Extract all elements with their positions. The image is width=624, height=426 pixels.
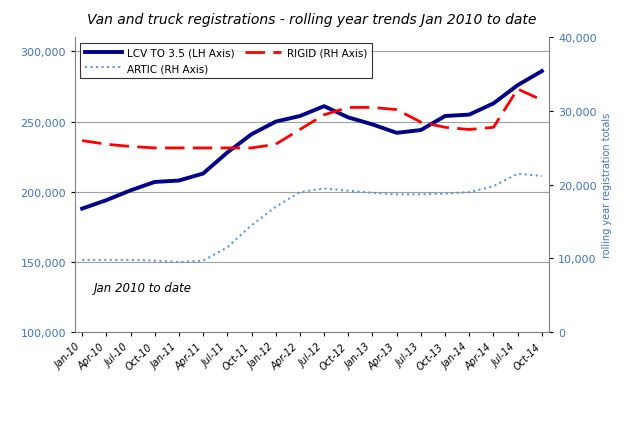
Line: LCV TO 3.5 (LH Axis): LCV TO 3.5 (LH Axis) [82,72,542,209]
LCV TO 3.5 (LH Axis) [490,101,497,106]
ARTIC (RH Axis) [441,192,449,197]
RIGID (RH Axis) [248,146,255,151]
RIGID (RH Axis) [417,120,424,125]
LCV TO 3.5 (LH Axis) [441,114,449,119]
ARTIC (RH Axis) [344,189,352,194]
LCV TO 3.5 (LH Axis) [538,69,545,75]
LCV TO 3.5 (LH Axis) [320,104,328,109]
RIGID (RH Axis) [272,142,280,147]
Legend: LCV TO 3.5 (LH Axis), ARTIC (RH Axis), RIGID (RH Axis): LCV TO 3.5 (LH Axis), ARTIC (RH Axis), R… [80,43,373,79]
LCV TO 3.5 (LH Axis) [393,131,401,136]
ARTIC (RH Axis) [296,190,304,195]
ARTIC (RH Axis) [514,172,522,177]
Y-axis label: rolling year registration totals: rolling year registration totals [602,113,612,258]
RIGID (RH Axis) [127,144,134,150]
LCV TO 3.5 (LH Axis) [200,172,207,177]
LCV TO 3.5 (LH Axis) [223,150,231,155]
RIGID (RH Axis) [369,106,376,111]
Text: Jan 2010 to date: Jan 2010 to date [94,281,192,294]
ARTIC (RH Axis) [272,205,280,210]
ARTIC (RH Axis) [175,260,183,265]
LCV TO 3.5 (LH Axis) [175,178,183,184]
RIGID (RH Axis) [175,146,183,151]
ARTIC (RH Axis) [223,245,231,250]
ARTIC (RH Axis) [200,259,207,264]
ARTIC (RH Axis) [79,258,86,263]
LCV TO 3.5 (LH Axis) [272,120,280,125]
RIGID (RH Axis) [102,142,110,147]
LCV TO 3.5 (LH Axis) [248,132,255,138]
LCV TO 3.5 (LH Axis) [369,123,376,128]
RIGID (RH Axis) [514,87,522,92]
ARTIC (RH Axis) [248,223,255,228]
LCV TO 3.5 (LH Axis) [466,113,473,118]
RIGID (RH Axis) [393,108,401,113]
RIGID (RH Axis) [441,125,449,130]
ARTIC (RH Axis) [393,192,401,197]
ARTIC (RH Axis) [102,258,110,263]
LCV TO 3.5 (LH Axis) [514,83,522,89]
RIGID (RH Axis) [151,146,158,151]
LCV TO 3.5 (LH Axis) [344,115,352,121]
LCV TO 3.5 (LH Axis) [151,180,158,185]
LCV TO 3.5 (LH Axis) [127,188,134,193]
RIGID (RH Axis) [223,146,231,151]
LCV TO 3.5 (LH Axis) [102,198,110,203]
ARTIC (RH Axis) [151,259,158,264]
RIGID (RH Axis) [490,125,497,130]
RIGID (RH Axis) [538,98,545,104]
ARTIC (RH Axis) [538,174,545,179]
RIGID (RH Axis) [320,113,328,118]
ARTIC (RH Axis) [490,184,497,189]
RIGID (RH Axis) [200,146,207,151]
Line: RIGID (RH Axis): RIGID (RH Axis) [82,90,542,149]
RIGID (RH Axis) [79,139,86,144]
RIGID (RH Axis) [296,128,304,133]
ARTIC (RH Axis) [417,192,424,197]
LCV TO 3.5 (LH Axis) [417,128,424,133]
ARTIC (RH Axis) [369,191,376,196]
Line: ARTIC (RH Axis): ARTIC (RH Axis) [82,174,542,262]
Text: Van and truck registrations - rolling year trends Jan 2010 to date: Van and truck registrations - rolling ye… [87,13,537,27]
LCV TO 3.5 (LH Axis) [79,207,86,212]
RIGID (RH Axis) [466,128,473,133]
RIGID (RH Axis) [344,106,352,111]
ARTIC (RH Axis) [466,190,473,195]
ARTIC (RH Axis) [320,187,328,192]
ARTIC (RH Axis) [127,258,134,263]
LCV TO 3.5 (LH Axis) [296,114,304,119]
